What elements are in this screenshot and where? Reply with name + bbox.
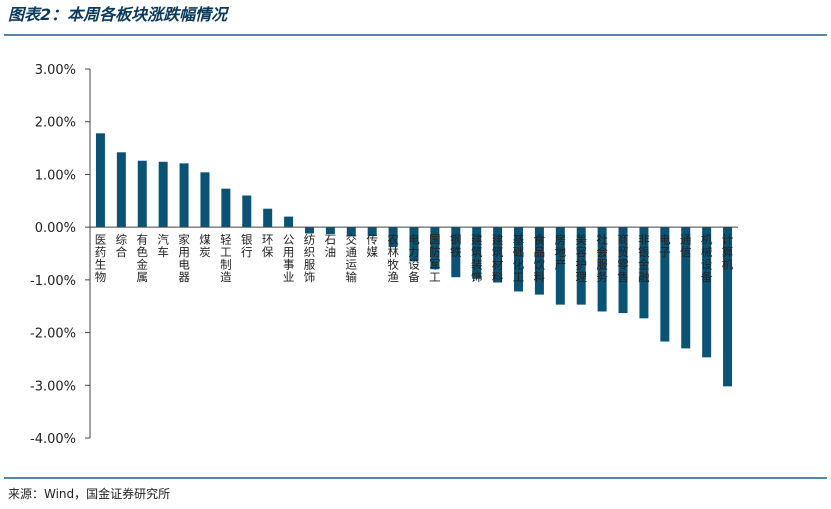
y-tick-label: 2.00% (35, 116, 76, 131)
x-tick-label: 建筑装饰 (470, 232, 484, 283)
x-tick-label: 综合 (114, 232, 128, 258)
x-tick-label: 交通运输 (344, 232, 358, 283)
x-tick-label: 家用电器 (177, 232, 191, 283)
bar (325, 227, 335, 234)
bar (179, 163, 189, 228)
bar (263, 208, 273, 228)
x-tick-label: 纺织服饰 (302, 232, 316, 283)
bar (514, 227, 524, 292)
x-tick-label: 钢铁 (449, 233, 463, 258)
bar (723, 227, 733, 387)
y-tick-label: -3.00% (30, 379, 76, 394)
bar (430, 227, 440, 270)
x-tick-label: 通信 (679, 233, 693, 258)
x-tick-label: 银行 (240, 232, 254, 258)
bar (576, 227, 586, 305)
y-tick-label: 3.00% (35, 63, 76, 78)
bar (472, 227, 482, 279)
x-tick-label: 机械设备 (700, 232, 714, 283)
x-tick-label: 建筑材料 (491, 232, 505, 283)
bar (304, 227, 314, 234)
x-tick-label: 房地产 (553, 233, 567, 271)
y-tick-label: 0.00% (35, 221, 76, 236)
x-tick-label: 基础化工 (512, 233, 526, 283)
bar (284, 216, 294, 228)
chart-title: 图表2：本周各板块涨跌幅情况 (8, 5, 229, 24)
bar (242, 195, 252, 228)
bar (158, 161, 168, 228)
bar (116, 152, 126, 228)
bar (597, 227, 607, 312)
x-tick-label: 计算机 (721, 233, 735, 271)
x-tick-label: 公用事业 (282, 233, 296, 283)
bar (555, 227, 565, 305)
source: 来源：Wind，国金证券研究所 (8, 486, 170, 501)
y-tick-label: -2.00% (30, 327, 76, 342)
bar (534, 227, 544, 295)
y-tick-label: -1.00% (30, 274, 76, 289)
bar (681, 227, 691, 349)
x-tick-label: 有色金属 (135, 232, 149, 283)
bar (221, 188, 231, 228)
x-tick-label: 医药生物 (93, 233, 107, 283)
x-tick-label: 传媒 (365, 232, 379, 258)
x-tick-label: 食品饮料 (532, 232, 546, 283)
x-tick-label: 石油 (323, 233, 337, 258)
bar (346, 227, 356, 237)
bar (367, 227, 377, 237)
x-tick-label: 农林牧渔 (386, 232, 400, 283)
bar (618, 227, 628, 314)
x-tick-label: 商贸零售 (616, 232, 630, 283)
y-tick-label: -4.00% (30, 432, 76, 447)
bar (137, 160, 147, 228)
x-tick-label: 煤炭 (198, 233, 212, 258)
bar (95, 133, 105, 228)
bar (660, 227, 670, 342)
x-tick-label: 美容护理 (574, 232, 588, 283)
y-tick-label: 1.00% (35, 168, 76, 183)
bar (200, 172, 210, 228)
bar (702, 227, 712, 358)
x-tick-label: 轻工制造 (219, 232, 233, 283)
x-tick-label: 国防军工 (428, 233, 442, 283)
x-tick-label: 电力设备 (407, 233, 421, 283)
x-tick-label: 非银金融 (637, 233, 651, 283)
x-tick-label: 环保 (261, 233, 275, 258)
bar (639, 227, 649, 319)
bar (493, 227, 503, 283)
x-tick-label: 社会服务 (595, 232, 609, 283)
bar (451, 227, 461, 278)
x-tick-label: 汽车 (156, 232, 170, 258)
bar (388, 227, 398, 248)
bar (409, 227, 419, 262)
x-tick-label: 电子 (658, 233, 672, 258)
